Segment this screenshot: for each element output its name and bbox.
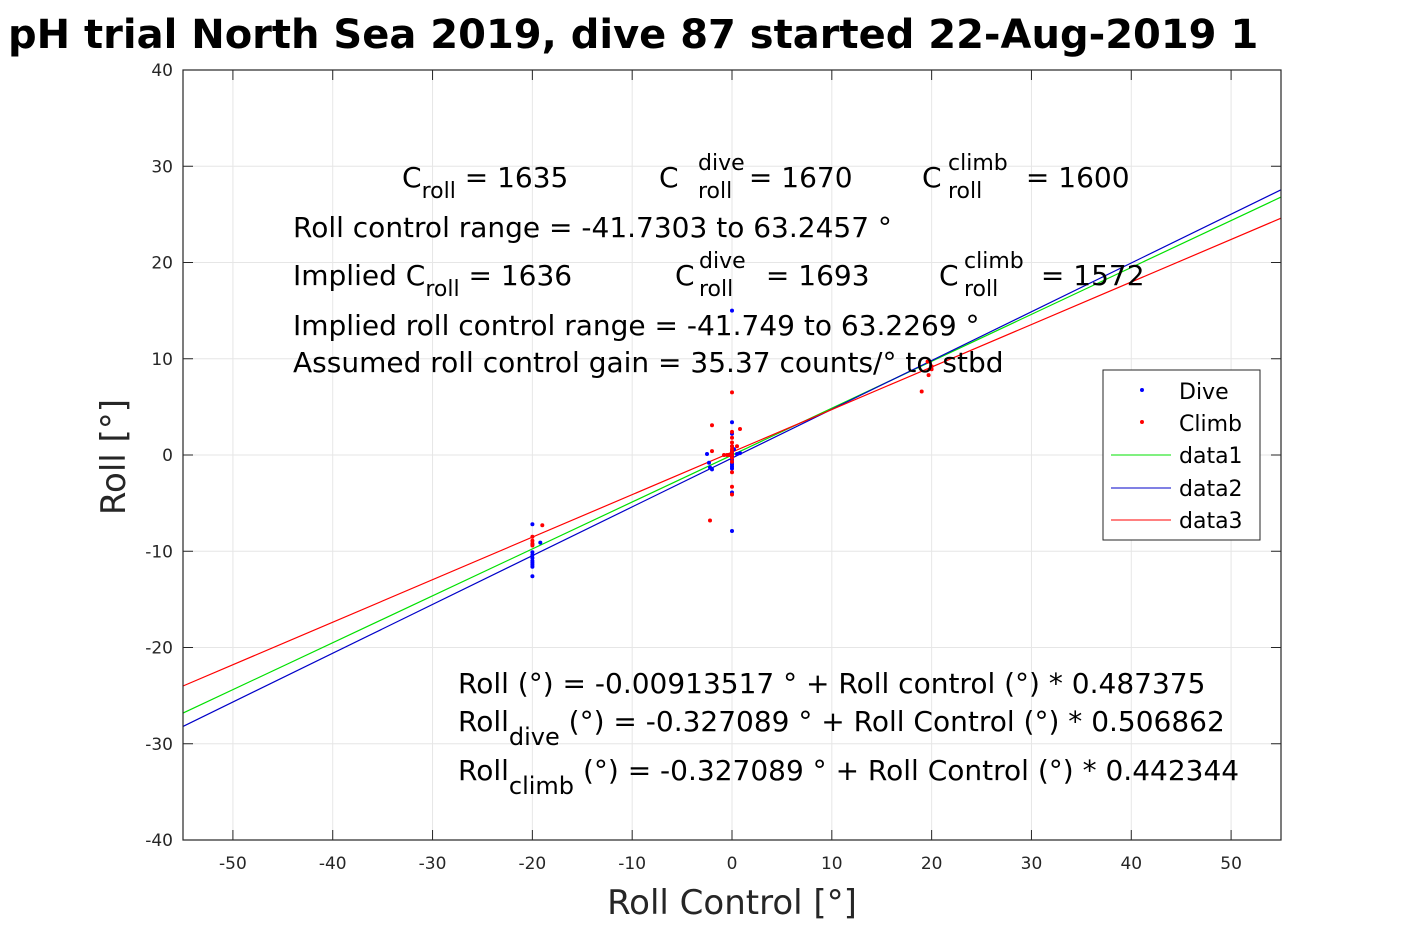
x-tick-label: 50 [1220, 854, 1242, 874]
y-tick-label: 10 [151, 350, 173, 370]
data-point-dive [530, 574, 535, 579]
data-point-climb [738, 427, 742, 431]
data-point-climb [530, 534, 535, 539]
data-point-dive [710, 467, 714, 472]
data-point-climb [929, 367, 934, 372]
y-axis-label: Roll [°] [94, 399, 134, 515]
data-point-climb [727, 453, 731, 457]
y-tick-label: -10 [145, 542, 173, 562]
x-tick-label: 10 [821, 854, 843, 874]
data-point-climb [540, 523, 545, 528]
x-tick-label: -20 [518, 854, 546, 874]
data-point-climb [925, 359, 930, 364]
x-axis-ticks: -50 -40 -30 -20 -10 0 10 20 30 40 50 [219, 70, 1242, 874]
data-point-climb [730, 492, 734, 497]
data-point-dive [538, 540, 543, 545]
data-point-climb [730, 459, 734, 464]
legend-label-climb: Climb [1179, 412, 1242, 437]
y-tick-label: -20 [145, 639, 173, 659]
data-point-climb [730, 484, 734, 489]
data-point-dive [735, 452, 739, 456]
data-point-climb [919, 389, 924, 394]
x-tick-label: 40 [1120, 854, 1142, 874]
y-tick-label: 30 [151, 157, 173, 177]
legend-marker-dive [1140, 388, 1144, 392]
annotation-c-roll: Croll = 1635 [402, 161, 568, 204]
data-point-climb [730, 444, 734, 449]
legend: Dive Climb data1 data2 data3 [1102, 369, 1261, 541]
equation-roll-dive: Rolldive (°) = -0.327089 ° + Roll Contro… [458, 705, 1225, 751]
data-point-climb [730, 455, 734, 460]
data-point-climb [710, 423, 714, 428]
data-point-climb [530, 543, 535, 548]
annotation-roll-control-range: Roll control range = -41.7303 to 63.2457… [293, 211, 892, 244]
x-tick-label: -10 [618, 854, 646, 874]
legend-label-dive: Dive [1179, 380, 1229, 405]
annotation-implied-range: Implied roll control range = -41.749 to … [293, 309, 980, 342]
y-axis-ticks: -40 -30 -20 -10 0 10 20 30 40 [145, 61, 1281, 851]
data-point-climb [730, 447, 734, 452]
annotation-implied-c-roll: Implied Croll = 1636 [293, 259, 572, 302]
data-point-climb [708, 518, 712, 523]
annotation-gain: Assumed roll control gain = 35.37 counts… [293, 346, 1004, 379]
data-point-climb [926, 373, 931, 378]
chart-title: pH trial North Sea 2019, dive 87 started… [8, 12, 1258, 58]
y-tick-label: 0 [162, 446, 173, 466]
x-tick-label: -30 [419, 854, 447, 874]
data-point-climb [530, 538, 535, 543]
data-point-climb [735, 444, 739, 449]
data-point-dive [730, 420, 734, 425]
y-tick-label: -30 [145, 735, 173, 755]
data-point-climb [929, 364, 934, 369]
data-point-climb [730, 470, 734, 475]
data-point-dive [730, 529, 734, 533]
legend-box [1102, 369, 1261, 541]
data-point-dive [738, 451, 742, 456]
data-point-dive [530, 556, 535, 560]
y-tick-label: 40 [151, 61, 173, 81]
plot-frame [182, 69, 1282, 841]
data-point-climb [730, 440, 734, 445]
data-point-dive [707, 460, 711, 465]
data-point-dive [530, 564, 535, 569]
data-point-dive [730, 308, 734, 313]
legend-label-data3: data3 [1179, 509, 1243, 534]
y-tick-label: 20 [151, 254, 173, 274]
legend-marker-climb [1140, 420, 1144, 424]
data-point-climb [710, 449, 714, 454]
data-point-dive [705, 452, 709, 456]
data-point-climb [730, 435, 734, 440]
data-point-climb [722, 453, 726, 457]
data-point-dive [530, 522, 535, 527]
x-tick-label: -40 [319, 854, 347, 874]
x-tick-label: 20 [921, 854, 943, 874]
equation-roll-climb: Rollclimb (°) = -0.327089 ° + Roll Contr… [458, 754, 1239, 800]
x-axis-label: Roll Control [°] [607, 883, 857, 923]
x-tick-label: 0 [727, 854, 738, 874]
x-tick-label: 30 [1021, 854, 1043, 874]
data-point-climb [730, 453, 734, 457]
y-tick-label: -40 [145, 831, 173, 851]
x-tick-label: -50 [219, 854, 247, 874]
data-point-dive [530, 550, 535, 555]
data-point-dive [530, 553, 535, 558]
legend-label-data1: data1 [1179, 444, 1243, 469]
legend-label-data2: data2 [1179, 477, 1243, 502]
equation-roll: Roll (°) = -0.00913517 ° + Roll control … [458, 667, 1205, 700]
data-point-climb [730, 450, 734, 455]
data-point-climb [730, 390, 734, 395]
data-point-dive [730, 466, 734, 471]
data-points [530, 308, 934, 579]
data-point-climb [730, 429, 734, 434]
